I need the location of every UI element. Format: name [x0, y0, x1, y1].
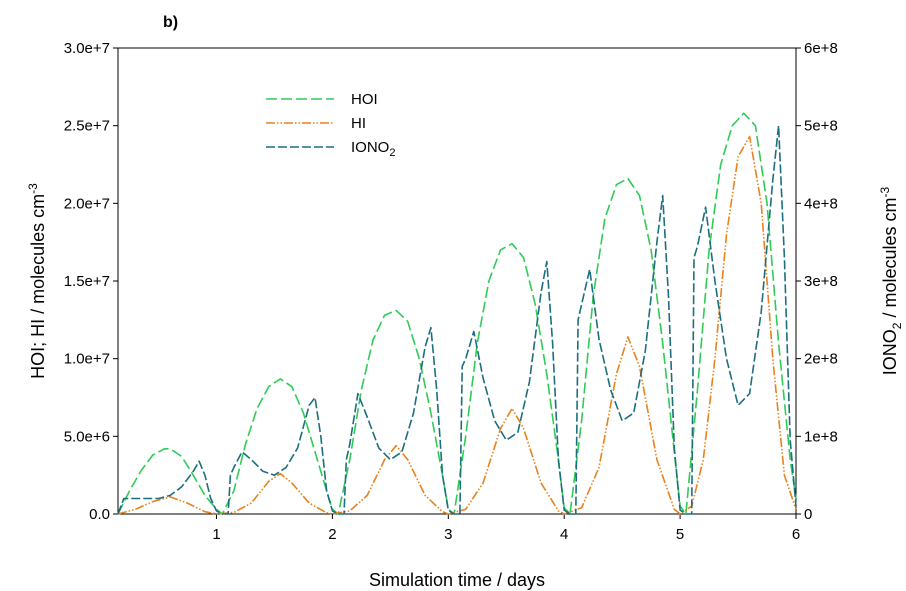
legend: HOI HI IONO2: [266, 91, 395, 159]
y-left-axis-label-main: HOI; HI / molecules cm: [28, 194, 48, 379]
y-left-tick-label: 2.0e+7: [64, 195, 110, 212]
x-tick-label: 2: [328, 526, 336, 543]
legend-label-iono2: IONO2: [351, 139, 395, 159]
y-right-axis-label-pre: IONO: [880, 329, 900, 375]
y-left-tick-label: 1.5e+7: [64, 273, 110, 290]
y-right-tick-label: 6e+8: [804, 40, 838, 57]
x-tick-label: 3: [444, 526, 452, 543]
y-left-tick-label: 1.0e+7: [64, 351, 110, 368]
x-tick-label: 5: [676, 526, 684, 543]
y-right-tick-label: 1e+8: [804, 428, 838, 445]
y-left-axis-label-sup: -3: [26, 183, 40, 194]
series-line-hi: [117, 135, 797, 515]
axis-labels: b) Simulation time / days HOI; HI / molecu…: [26, 14, 904, 590]
series-layer: [117, 112, 797, 515]
y-right-axis-label-post: / molecules cm: [880, 197, 900, 322]
plot-axes: 1 2 3 4 5 6 0.0 5.0e+6 1.0e+7 1.5e+7 2.0e+7 2.5e+7 3…: [64, 40, 838, 543]
y-right-tick-label: 2e+8: [804, 351, 838, 368]
y-right-axis-label-sup: -3: [878, 186, 892, 197]
panel-label: b): [163, 14, 178, 31]
x-tick-label: 1: [212, 526, 220, 543]
y-left-tick-label: 3.0e+7: [64, 40, 110, 57]
y-left-tick-label: 0.0: [89, 506, 110, 523]
legend-label-text: HOI: [351, 91, 378, 108]
y-left-tick-label: 5.0e+6: [64, 428, 110, 445]
x-axis-label: Simulation time / days: [369, 570, 545, 590]
series-line-iono2: [117, 124, 797, 515]
y-right-tick-label: 3e+8: [804, 273, 838, 290]
legend-label-text: IONO: [351, 139, 389, 156]
legend-label-sub: 2: [389, 147, 395, 159]
x-tick-label: 4: [560, 526, 568, 543]
legend-label-hi: HI: [351, 115, 366, 132]
series-line-hoi: [117, 112, 797, 515]
y-right-axis-label: IONO2 / molecules cm-3: [878, 186, 904, 375]
legend-label-text: HI: [351, 115, 366, 132]
y-left-tick-label: 2.5e+7: [64, 118, 110, 135]
x-tick-label: 6: [792, 526, 800, 543]
y-right-tick-label: 0: [804, 506, 812, 523]
y-right-axis-label-sub: 2: [890, 322, 904, 329]
legend-label-hoi: HOI: [351, 91, 378, 108]
y-right-tick-label: 4e+8: [804, 195, 838, 212]
y-left-axis-label: HOI; HI / molecules cm-3: [26, 183, 48, 379]
y-right-tick-label: 5e+8: [804, 118, 838, 135]
plot-frame: [117, 47, 797, 515]
